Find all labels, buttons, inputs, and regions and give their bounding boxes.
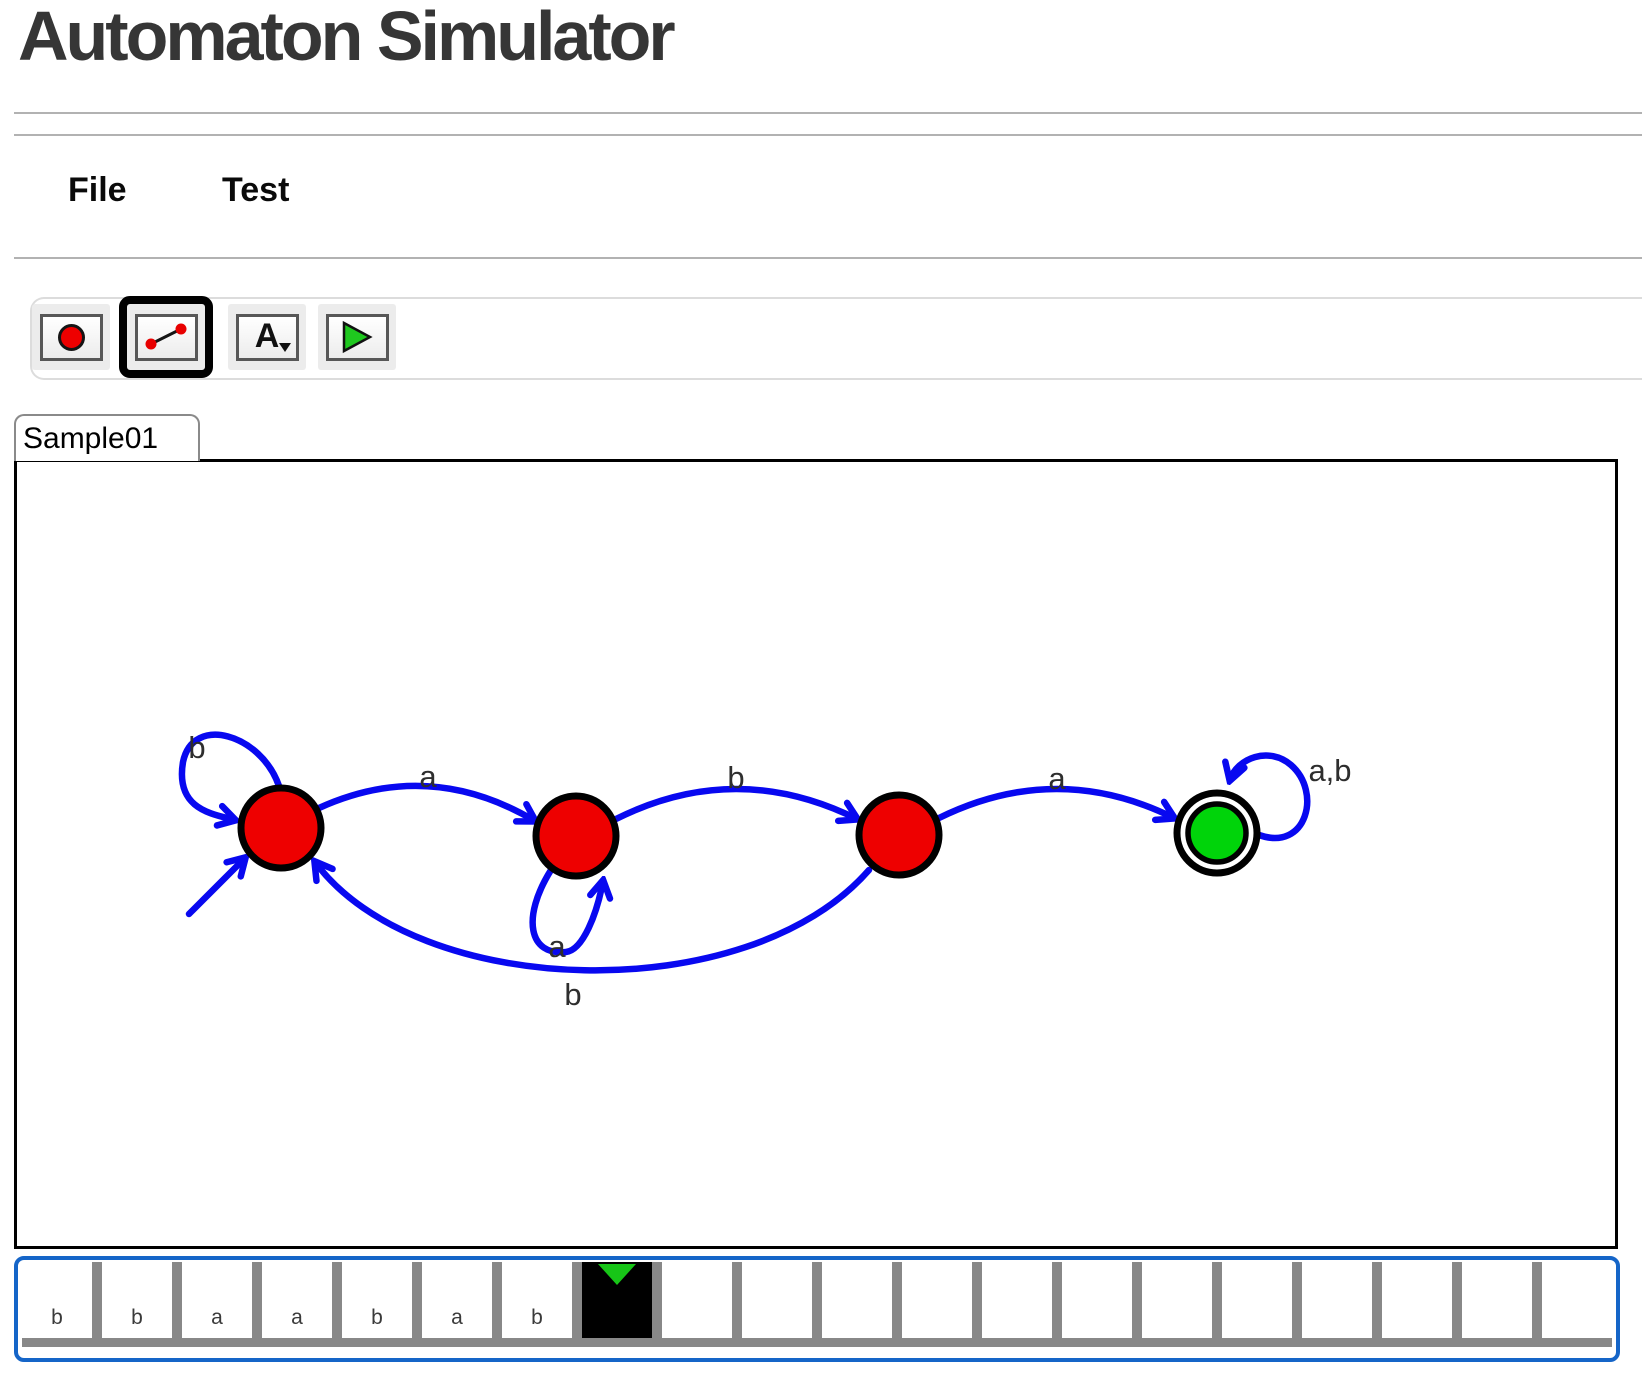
transition-q0-q1[interactable]: [315, 782, 535, 821]
menu-test[interactable]: Test: [222, 171, 290, 209]
transition-tool-frame: [134, 313, 198, 361]
dropdown-caret-icon: [278, 342, 291, 352]
transition-label[interactable]: a: [419, 759, 437, 794]
line-with-red-endpoints-icon: [145, 323, 187, 350]
transition-q2-q0[interactable]: [315, 862, 873, 974]
tape-cell[interactable]: a: [262, 1262, 332, 1338]
state-q2[interactable]: [855, 791, 943, 879]
tape-cell[interactable]: a: [422, 1262, 492, 1338]
tape-cell[interactable]: b: [342, 1262, 412, 1338]
horizontal-rule: [14, 112, 1642, 114]
run-tool-button[interactable]: [318, 304, 396, 370]
transition-label[interactable]: a: [1048, 761, 1066, 796]
tape-cell[interactable]: [662, 1262, 732, 1338]
state-tool-button[interactable]: [32, 304, 110, 370]
letter-a-icon: A: [254, 316, 280, 355]
horizontal-rule: [14, 134, 1642, 136]
tab-sample01[interactable]: Sample01: [14, 414, 200, 461]
green-play-triangle-icon: [342, 320, 373, 354]
tape-cell[interactable]: [902, 1262, 972, 1338]
tape-cell[interactable]: a: [182, 1262, 252, 1338]
app-title: Automaton Simulator: [18, 0, 676, 75]
menu-file[interactable]: File: [68, 171, 127, 209]
tape-cell[interactable]: [1542, 1262, 1612, 1338]
tape-cursor-cell[interactable]: [582, 1262, 652, 1338]
tape-cell[interactable]: [1302, 1262, 1372, 1338]
tape-cell[interactable]: [1062, 1262, 1132, 1338]
transition-q2-q3[interactable]: [935, 785, 1174, 818]
transition-q3-q3[interactable]: [1230, 752, 1311, 842]
label-tool-button[interactable]: A: [228, 304, 306, 370]
state-q1[interactable]: [532, 792, 620, 880]
tape-cell[interactable]: [1142, 1262, 1212, 1338]
transition-label[interactable]: a,b: [1308, 753, 1351, 788]
tape-cell[interactable]: [982, 1262, 1052, 1338]
transition-q1-q2[interactable]: [612, 785, 857, 819]
tape-cell[interactable]: [1382, 1262, 1452, 1338]
transition-tool-button[interactable]: [119, 296, 213, 378]
toolbar: A: [30, 296, 1642, 380]
transition-label[interactable]: a: [548, 929, 566, 964]
run-tool-frame: [325, 313, 389, 361]
state-tool-frame: [39, 313, 103, 361]
transition-q0-q0[interactable]: [178, 731, 283, 820]
tape-cell[interactable]: [1462, 1262, 1532, 1338]
horizontal-rule: [14, 257, 1642, 259]
tape-cell[interactable]: [742, 1262, 812, 1338]
red-circle-icon: [57, 323, 85, 351]
state-q0[interactable]: [237, 784, 325, 872]
state-q3-accept[interactable]: [1173, 789, 1261, 877]
transition-label[interactable]: b: [727, 760, 744, 795]
tape-cell[interactable]: [822, 1262, 892, 1338]
start-arrow: [185, 858, 245, 918]
transition-label[interactable]: b: [564, 977, 581, 1012]
tape-cell[interactable]: b: [502, 1262, 572, 1338]
label-tool-frame: A: [235, 313, 299, 361]
automaton-canvas[interactable]: b a a b b a a,b: [14, 459, 1618, 1249]
tape-cell[interactable]: [1222, 1262, 1292, 1338]
transition-q1-q1[interactable]: [529, 866, 603, 956]
tape-cell[interactable]: b: [102, 1262, 172, 1338]
tape-head-triangle-icon: [598, 1264, 636, 1285]
tape-cell[interactable]: b: [22, 1262, 92, 1338]
transition-label[interactable]: b: [188, 730, 205, 765]
